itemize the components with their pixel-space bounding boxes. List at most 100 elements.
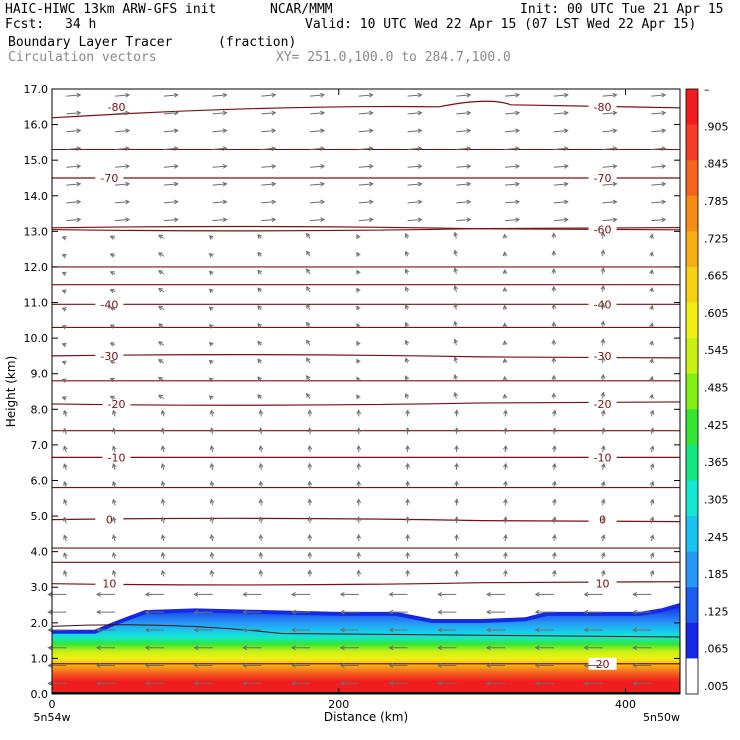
- vector-arrowhead: [258, 551, 264, 557]
- vector-arrowhead: [356, 427, 362, 433]
- vector-arrowhead: [258, 409, 264, 415]
- vector-arrowhead: [242, 609, 248, 615]
- vector-arrow: [358, 183, 373, 186]
- vector-arrowhead: [356, 569, 362, 575]
- vector-arrowhead: [515, 181, 521, 187]
- isotherm-label-bg: [588, 577, 617, 590]
- vector-arrowhead: [515, 217, 521, 223]
- vector-arrowhead: [307, 462, 313, 468]
- vector-arrowhead: [109, 360, 115, 365]
- colorbar-cell: [686, 373, 698, 392]
- vector-arrowhead: [257, 269, 262, 275]
- vector-arrowhead: [503, 516, 508, 522]
- vector-arrow: [358, 112, 373, 115]
- isotherm-label-bg: [95, 577, 124, 590]
- isotherm-label-bg: [588, 171, 617, 184]
- vector-arrowhead: [291, 663, 296, 668]
- vector-arrowhead: [388, 663, 394, 668]
- colorbar-cell: [686, 551, 698, 570]
- vector-arrowhead: [502, 233, 508, 239]
- vector-arrowhead: [291, 609, 296, 615]
- vector-arrowhead: [502, 375, 508, 381]
- vector-arrowhead: [173, 217, 179, 223]
- vector-arrow: [407, 147, 422, 150]
- vector-arrowhead: [405, 533, 410, 539]
- vector-arrowhead: [160, 480, 166, 486]
- vector-arrow: [163, 183, 178, 186]
- vector-arrowhead: [551, 427, 557, 433]
- vector-arrowhead: [600, 284, 606, 290]
- colorbar-cell: [686, 533, 698, 553]
- vector-arrowhead: [563, 181, 569, 187]
- vector-arrowhead: [368, 110, 374, 116]
- vector-arrow: [651, 147, 666, 150]
- colorbar-cell: [686, 284, 698, 304]
- vector-arrowhead: [661, 164, 667, 169]
- vector-arrowhead: [417, 110, 423, 116]
- vector-arrowhead: [109, 271, 115, 276]
- vector-arrowhead: [437, 680, 443, 686]
- vector-arrowhead: [160, 516, 166, 522]
- vector-arrow: [212, 112, 227, 115]
- colorbar-cell: [686, 587, 698, 606]
- colorbar-label: .845: [704, 158, 729, 171]
- vector-arrowhead: [368, 92, 374, 98]
- vector-arrowhead: [173, 128, 179, 134]
- colorbar-label: .485: [704, 382, 729, 395]
- tracer-fill: [52, 605, 680, 694]
- vector-arrowhead: [61, 289, 67, 294]
- vector-arrowhead: [257, 322, 262, 328]
- vector-arrowhead: [454, 444, 459, 450]
- vector-arrowhead: [306, 375, 311, 380]
- vector-arrowhead: [356, 394, 361, 400]
- vector-arrowhead: [600, 338, 606, 344]
- vector-arrowhead: [173, 164, 179, 169]
- vector-arrowhead: [454, 551, 459, 557]
- vector-arrowhead: [208, 359, 214, 365]
- vector-arrow: [310, 112, 325, 115]
- vector-arrowhead: [563, 128, 569, 134]
- colorbar-label: .065: [704, 643, 729, 656]
- vector-arrowhead: [583, 680, 589, 686]
- vector-arrowhead: [306, 357, 311, 363]
- vector-arrowhead: [222, 217, 228, 223]
- vector-arrowhead: [600, 373, 606, 379]
- vector-arrow: [651, 129, 666, 133]
- vector-arrow: [66, 147, 81, 150]
- vector-arrowhead: [339, 680, 345, 686]
- vector-arrowhead: [173, 181, 179, 187]
- vector-arrowhead: [612, 181, 618, 187]
- vector-arrow: [651, 218, 666, 222]
- vector-arrowhead: [160, 534, 166, 540]
- vector-arrowhead: [339, 609, 345, 615]
- colorbar: .005 .065 .125 .185 .245 .305 .365 .425 .485 .545…: [685, 83, 729, 695]
- vector-arrowhead: [208, 341, 214, 347]
- y-tick-label: 7.0: [31, 439, 49, 452]
- vector-arrowhead: [649, 304, 654, 310]
- vector-arrowhead: [356, 462, 362, 468]
- vector-arrowhead: [96, 680, 101, 686]
- vector-arrowhead: [551, 356, 557, 362]
- vector-arrowhead: [600, 320, 606, 326]
- vector-arrowhead: [242, 591, 248, 597]
- vector-arrowhead: [160, 445, 166, 451]
- vector-arrowhead: [61, 360, 67, 365]
- vector-arrowhead: [551, 268, 557, 273]
- vector-arrowhead: [551, 232, 557, 238]
- vector-arrowhead: [47, 663, 53, 668]
- vector-arrowhead: [63, 463, 68, 469]
- vector-arrowhead: [437, 645, 443, 651]
- vector-arrowhead: [600, 462, 606, 468]
- vector-arrow: [358, 201, 373, 204]
- y-axis-title: Height (km): [4, 356, 18, 427]
- isotherm-label-bg: [588, 451, 617, 464]
- vector-arrow: [456, 183, 471, 186]
- vector-arrowhead: [157, 252, 163, 257]
- vector-arrowhead: [649, 269, 654, 275]
- vector-arrowhead: [453, 249, 458, 255]
- colorbar-cell: [686, 622, 698, 642]
- vector-arrowhead: [368, 128, 374, 134]
- vector-arrowhead: [157, 305, 163, 311]
- vector-arrow: [553, 218, 568, 222]
- vector-arrowhead: [109, 288, 115, 294]
